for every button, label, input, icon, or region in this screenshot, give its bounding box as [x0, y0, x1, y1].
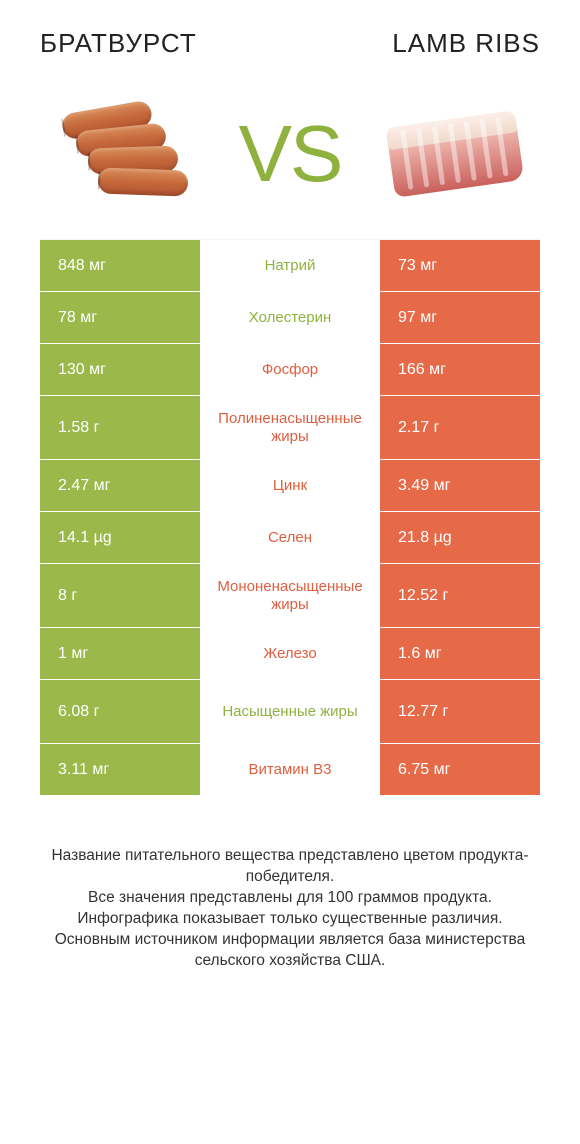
table-row: 2.47 мгЦинк3.49 мг: [40, 460, 540, 512]
nutrient-label: Насыщенные жиры: [200, 680, 380, 743]
table-row: 78 мгХолестерин97 мг: [40, 292, 540, 344]
table-row: 14.1 µgСелен21.8 µg: [40, 512, 540, 564]
table-row: 8 гМононенасыщенные жиры12.52 г: [40, 564, 540, 628]
header: БРАТВУРСТ LAMB RIBS: [0, 0, 580, 59]
value-right: 2.17 г: [380, 396, 540, 459]
value-right: 3.49 мг: [380, 460, 540, 511]
value-right: 166 мг: [380, 344, 540, 395]
value-left: 130 мг: [40, 344, 200, 395]
vs-label: VS: [239, 108, 342, 200]
table-row: 848 мгНатрий73 мг: [40, 240, 540, 292]
value-left: 848 мг: [40, 240, 200, 291]
nutrient-label: Полиненасыщенные жиры: [200, 396, 380, 459]
value-left: 2.47 мг: [40, 460, 200, 511]
value-right: 12.52 г: [380, 564, 540, 627]
table-row: 1.58 гПолиненасыщенные жиры2.17 г: [40, 396, 540, 460]
value-right: 21.8 µg: [380, 512, 540, 563]
table-row: 130 мгФосфор166 мг: [40, 344, 540, 396]
nutrient-label: Мононенасыщенные жиры: [200, 564, 380, 627]
title-left: БРАТВУРСТ: [40, 28, 197, 59]
lamb-ribs-image: [380, 99, 530, 209]
nutrient-label: Натрий: [200, 240, 380, 291]
nutrient-label: Селен: [200, 512, 380, 563]
images-row: VS: [0, 59, 580, 239]
footer-notes: Название питательного вещества представл…: [30, 846, 550, 972]
value-left: 1 мг: [40, 628, 200, 679]
value-right: 73 мг: [380, 240, 540, 291]
nutrient-label: Цинк: [200, 460, 380, 511]
value-right: 1.6 мг: [380, 628, 540, 679]
footer-line: Название питательного вещества представл…: [30, 846, 550, 888]
footer-line: Все значения представлены для 100 граммо…: [30, 888, 550, 909]
value-right: 97 мг: [380, 292, 540, 343]
nutrient-label: Холестерин: [200, 292, 380, 343]
value-left: 6.08 г: [40, 680, 200, 743]
value-right: 6.75 мг: [380, 744, 540, 795]
table-row: 6.08 гНасыщенные жиры12.77 г: [40, 680, 540, 744]
nutrient-label: Витамин B3: [200, 744, 380, 795]
value-left: 3.11 мг: [40, 744, 200, 795]
nutrient-label: Железо: [200, 628, 380, 679]
value-right: 12.77 г: [380, 680, 540, 743]
nutrient-label: Фосфор: [200, 344, 380, 395]
value-left: 8 г: [40, 564, 200, 627]
table-row: 3.11 мгВитамин B36.75 мг: [40, 744, 540, 796]
title-right: LAMB RIBS: [392, 28, 540, 59]
value-left: 14.1 µg: [40, 512, 200, 563]
value-left: 1.58 г: [40, 396, 200, 459]
comparison-table: 848 мгНатрий73 мг78 мгХолестерин97 мг130…: [40, 239, 540, 796]
bratwurst-image: [50, 99, 200, 209]
footer-line: Основным источником информации является …: [30, 930, 550, 972]
value-left: 78 мг: [40, 292, 200, 343]
footer-line: Инфографика показывает только существенн…: [30, 909, 550, 930]
table-row: 1 мгЖелезо1.6 мг: [40, 628, 540, 680]
